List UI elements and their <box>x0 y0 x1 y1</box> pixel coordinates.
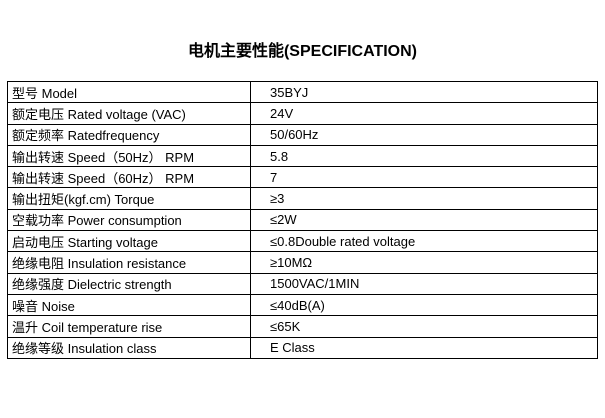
spec-value-cell: ≤40dB(A) <box>250 293 598 317</box>
spec-value-cell: ≤65K <box>250 315 598 338</box>
table-row: 绝缘强度 Dielectric strength 1500VAC/1MIN <box>7 272 598 295</box>
table-row: 额定电压 Rated voltage (VAC) 24V <box>7 102 598 125</box>
table-row: 绝缘电阻 Insulation resistance ≥10MΩ <box>7 251 598 274</box>
spec-label-cell: 输出转速 Speed（60Hz） RPM <box>7 166 251 189</box>
spec-label-cell: 输出扭矩(kgf.cm) Torque <box>7 187 251 210</box>
spec-value-cell: ≤0.8Double rated voltage <box>250 230 598 253</box>
spec-value-cell: ≥10MΩ <box>250 251 598 274</box>
table-row: 输出转速 Speed（60Hz） RPM 7 <box>7 166 598 189</box>
table-row: 噪音 Noise ≤40dB(A) <box>7 293 598 317</box>
spec-label-cell: 温升 Coil temperature rise <box>7 315 251 338</box>
table-row: 绝缘等级 Insulation class E Class <box>7 336 598 359</box>
spec-label-cell: 噪音 Noise <box>7 293 251 317</box>
spec-value-cell: ≥3 <box>250 187 598 210</box>
spec-table-body: 型号 Model 35BYJ 额定电压 Rated voltage (VAC) 24V… <box>7 80 598 359</box>
spec-label-cell: 额定频率 Ratedfrequency <box>7 123 251 146</box>
spec-value-cell: 5.8 <box>250 144 598 168</box>
table-row: 型号 Model 35BYJ <box>7 80 598 104</box>
spec-label-cell: 额定电压 Rated voltage (VAC) <box>7 102 251 125</box>
spec-label-cell: 输出转速 Speed（50Hz） RPM <box>7 144 251 168</box>
spec-label-cell: 启动电压 Starting voltage <box>7 230 251 253</box>
table-row: 空载功率 Power consumption ≤2W <box>7 208 598 232</box>
spec-value-cell: E Class <box>250 336 598 359</box>
spec-label-cell: 绝缘等级 Insulation class <box>7 336 251 359</box>
spec-label-cell: 绝缘电阻 Insulation resistance <box>7 251 251 274</box>
spec-label-cell: 空载功率 Power consumption <box>7 208 251 232</box>
spec-label-cell: 型号 Model <box>7 80 251 104</box>
spec-label-cell: 绝缘强度 Dielectric strength <box>7 272 251 295</box>
table-row: 启动电压 Starting voltage ≤0.8Double rated vo… <box>7 230 598 253</box>
table-row: 输出扭矩(kgf.cm) Torque ≥3 <box>7 187 598 210</box>
spec-value-cell: 35BYJ <box>250 80 598 104</box>
spec-value-cell: 7 <box>250 166 598 189</box>
table-row: 输出转速 Speed（50Hz） RPM 5.8 <box>7 144 598 168</box>
spec-value-cell: 24V <box>250 102 598 125</box>
table-row: 额定频率 Ratedfrequency 50/60Hz <box>7 123 598 146</box>
spec-value-cell: 50/60Hz <box>250 123 598 146</box>
page-title: 电机主要性能(SPECIFICATION) <box>187 43 418 60</box>
spec-value-cell: 1500VAC/1MIN <box>250 272 598 295</box>
spec-table: 型号 Model 35BYJ 额定电压 Rated voltage (VAC) 24V… <box>7 80 598 359</box>
spec-value-cell: ≤2W <box>250 208 598 232</box>
table-row: 温升 Coil temperature rise ≤65K <box>7 315 598 338</box>
